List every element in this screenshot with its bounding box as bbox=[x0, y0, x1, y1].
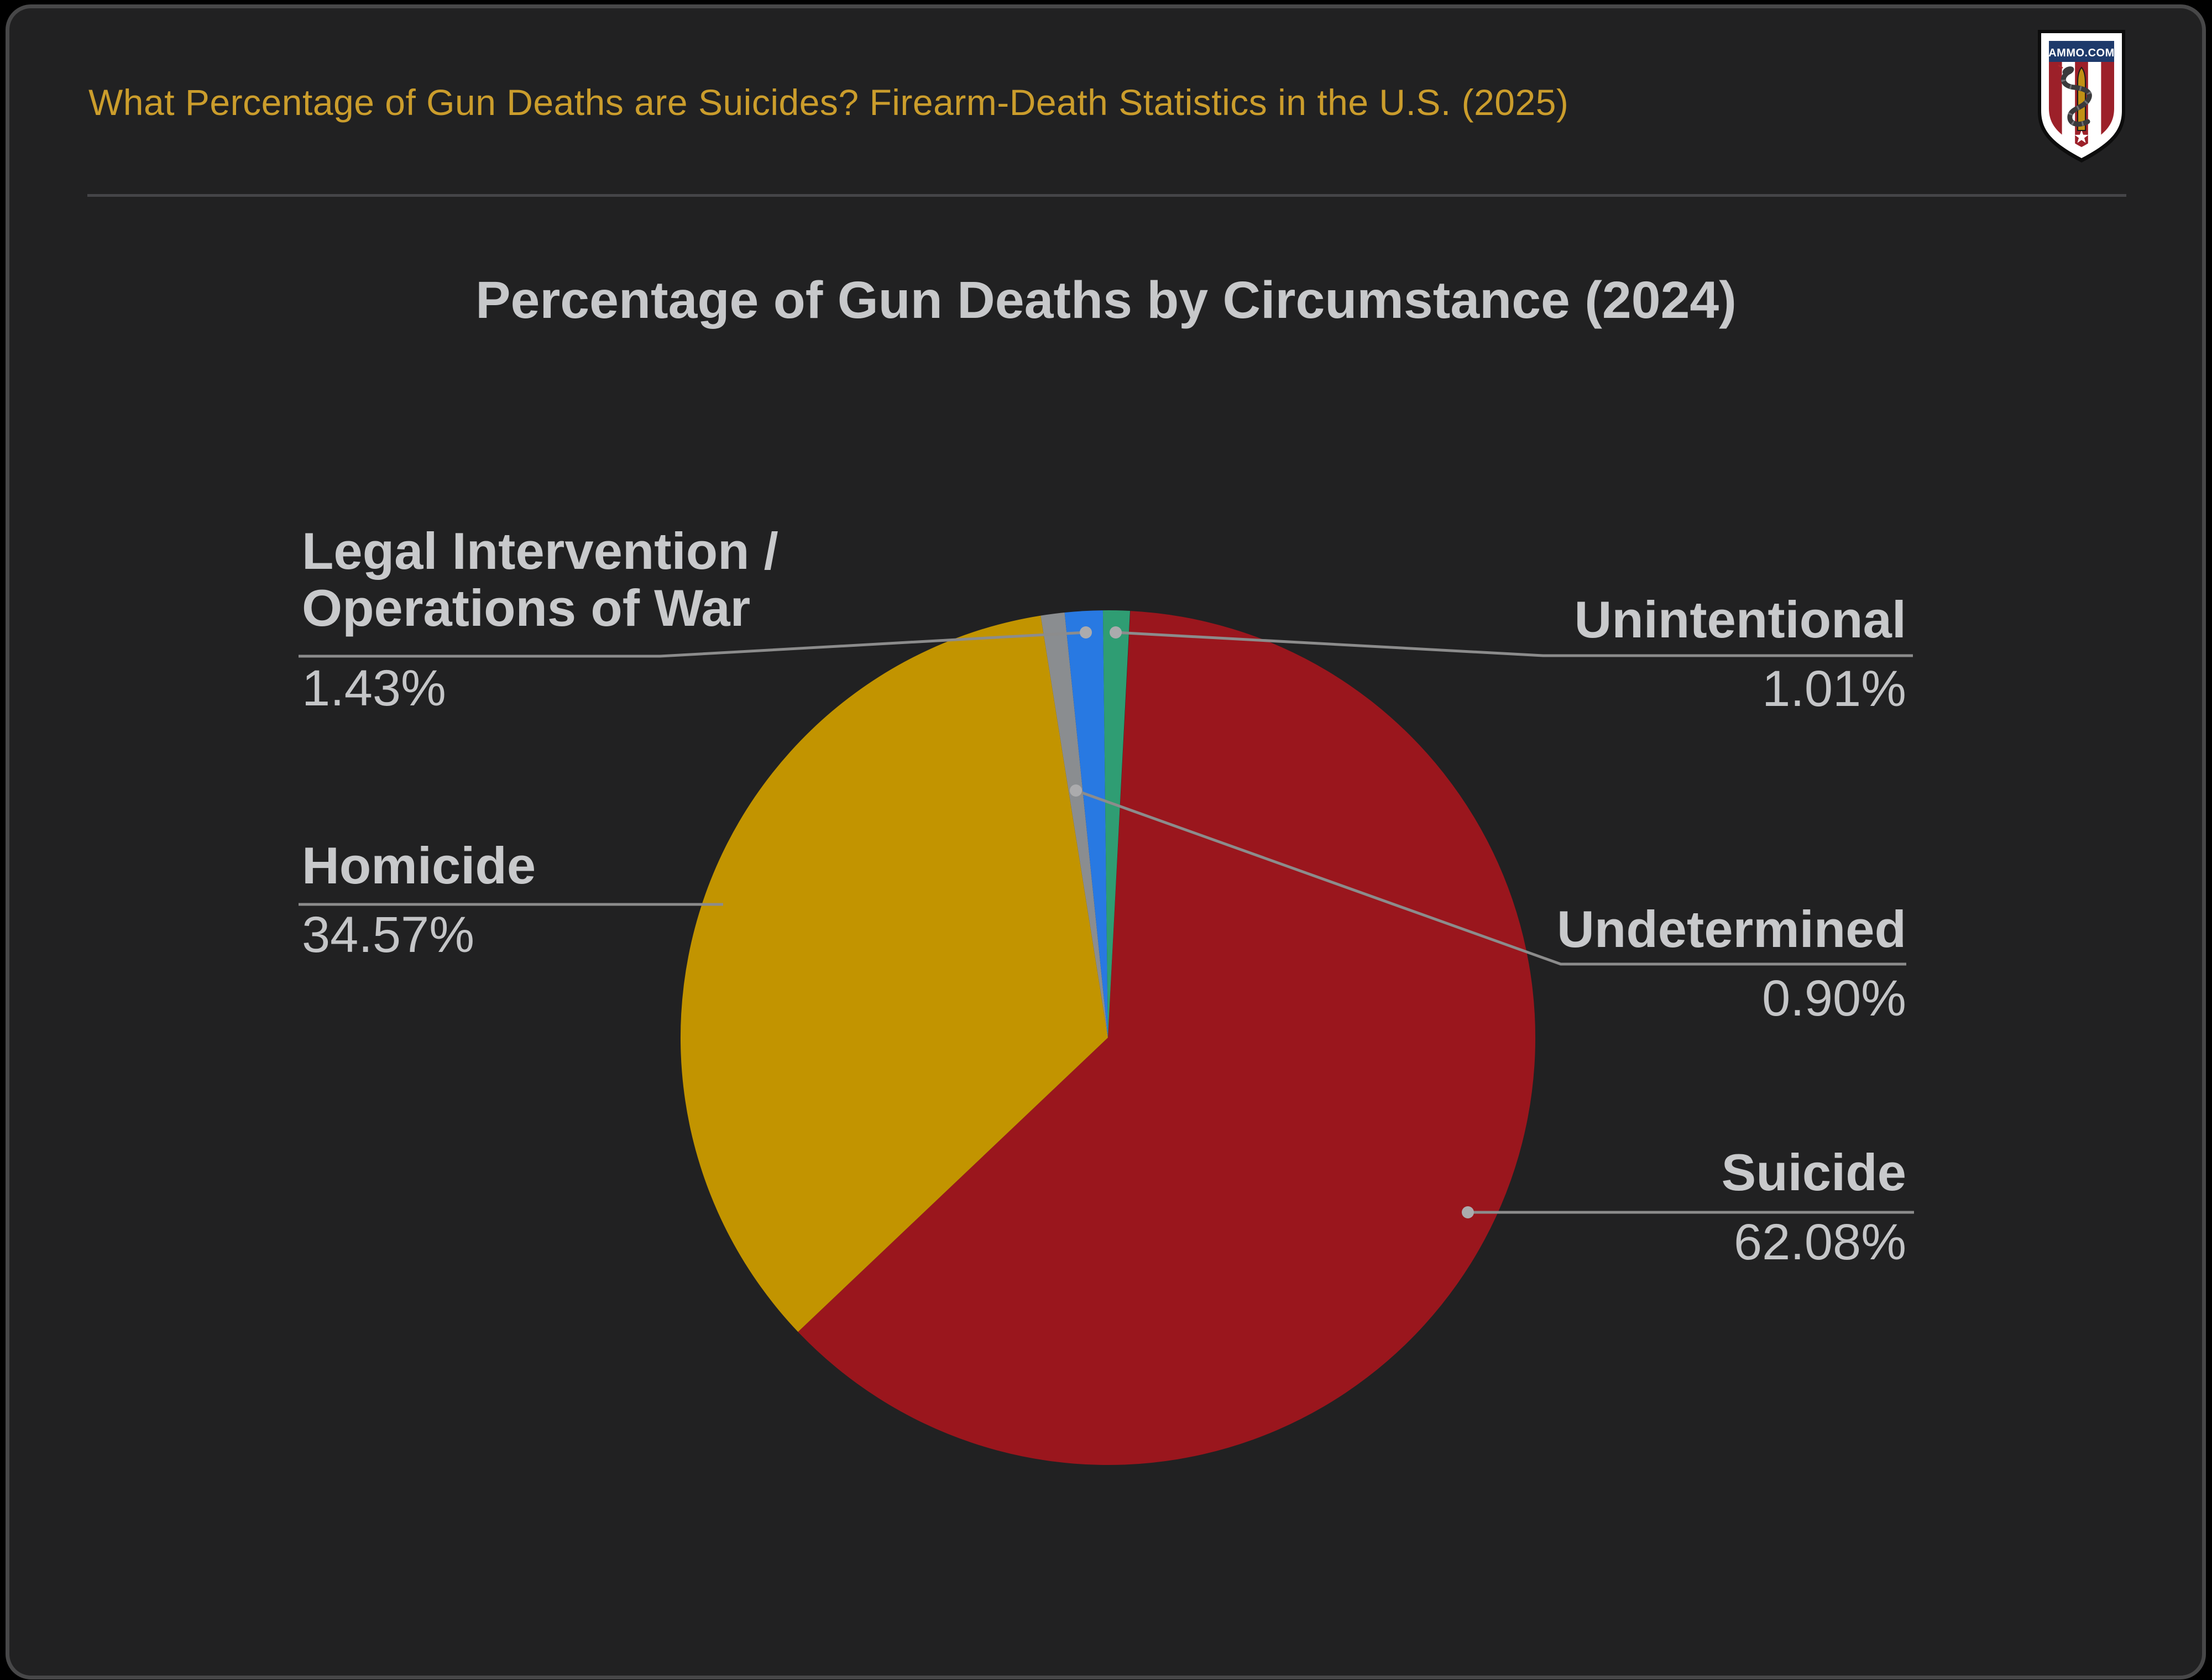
label-undetermined: Undetermined bbox=[1557, 900, 1906, 958]
pct-legal-intervention: 1.43% bbox=[302, 660, 446, 716]
label-suicide: Suicide bbox=[1721, 1143, 1906, 1201]
label-unintentional: Unintentional bbox=[1574, 590, 1907, 648]
leader-dot bbox=[1080, 626, 1092, 638]
pie-slice-homicide[interactable] bbox=[680, 615, 1108, 1332]
pct-suicide: 62.08% bbox=[1733, 1214, 1906, 1270]
leader-line bbox=[299, 631, 1086, 658]
logo-chief bbox=[2049, 41, 2114, 62]
leader-line bbox=[1115, 631, 1913, 657]
logo-snake-body bbox=[2061, 69, 2092, 127]
chart-title: Percentage of Gun Deaths by Circumstance… bbox=[475, 271, 1737, 329]
label-legal-intervention: Legal Intervention / Operations of War bbox=[302, 522, 778, 637]
header-divider bbox=[87, 194, 2126, 197]
leader-dot bbox=[1110, 626, 1122, 638]
pct-homicide: 34.57% bbox=[302, 907, 475, 963]
pie-slice-unintentional[interactable] bbox=[1102, 610, 1130, 1038]
leader-dot bbox=[1462, 1206, 1474, 1218]
pie-slice-undetermined[interactable] bbox=[1040, 613, 1108, 1038]
logo-stripe bbox=[2049, 41, 2062, 147]
logo-snake-tongue bbox=[2058, 64, 2063, 69]
label-homicide: Homicide bbox=[302, 836, 536, 894]
leader-line bbox=[1075, 789, 1906, 966]
pct-undetermined: 0.90% bbox=[1762, 970, 1906, 1027]
page-title: What Percentage of Gun Deaths are Suicid… bbox=[88, 82, 1569, 123]
ammo-logo[interactable]: AMMO.COM bbox=[2035, 28, 2129, 165]
logo-star bbox=[2074, 130, 2089, 143]
logo-text: AMMO.COM bbox=[2048, 47, 2115, 59]
leader-dot bbox=[1070, 784, 1082, 797]
logo-stripe bbox=[2101, 41, 2114, 147]
logo-snake-head bbox=[2062, 66, 2074, 75]
pie-slice-legal[interactable] bbox=[1064, 610, 1108, 1038]
pct-unintentional: 1.01% bbox=[1762, 661, 1906, 717]
pie-slice-suicide[interactable] bbox=[798, 611, 1536, 1466]
logo-bullet bbox=[2077, 66, 2086, 131]
